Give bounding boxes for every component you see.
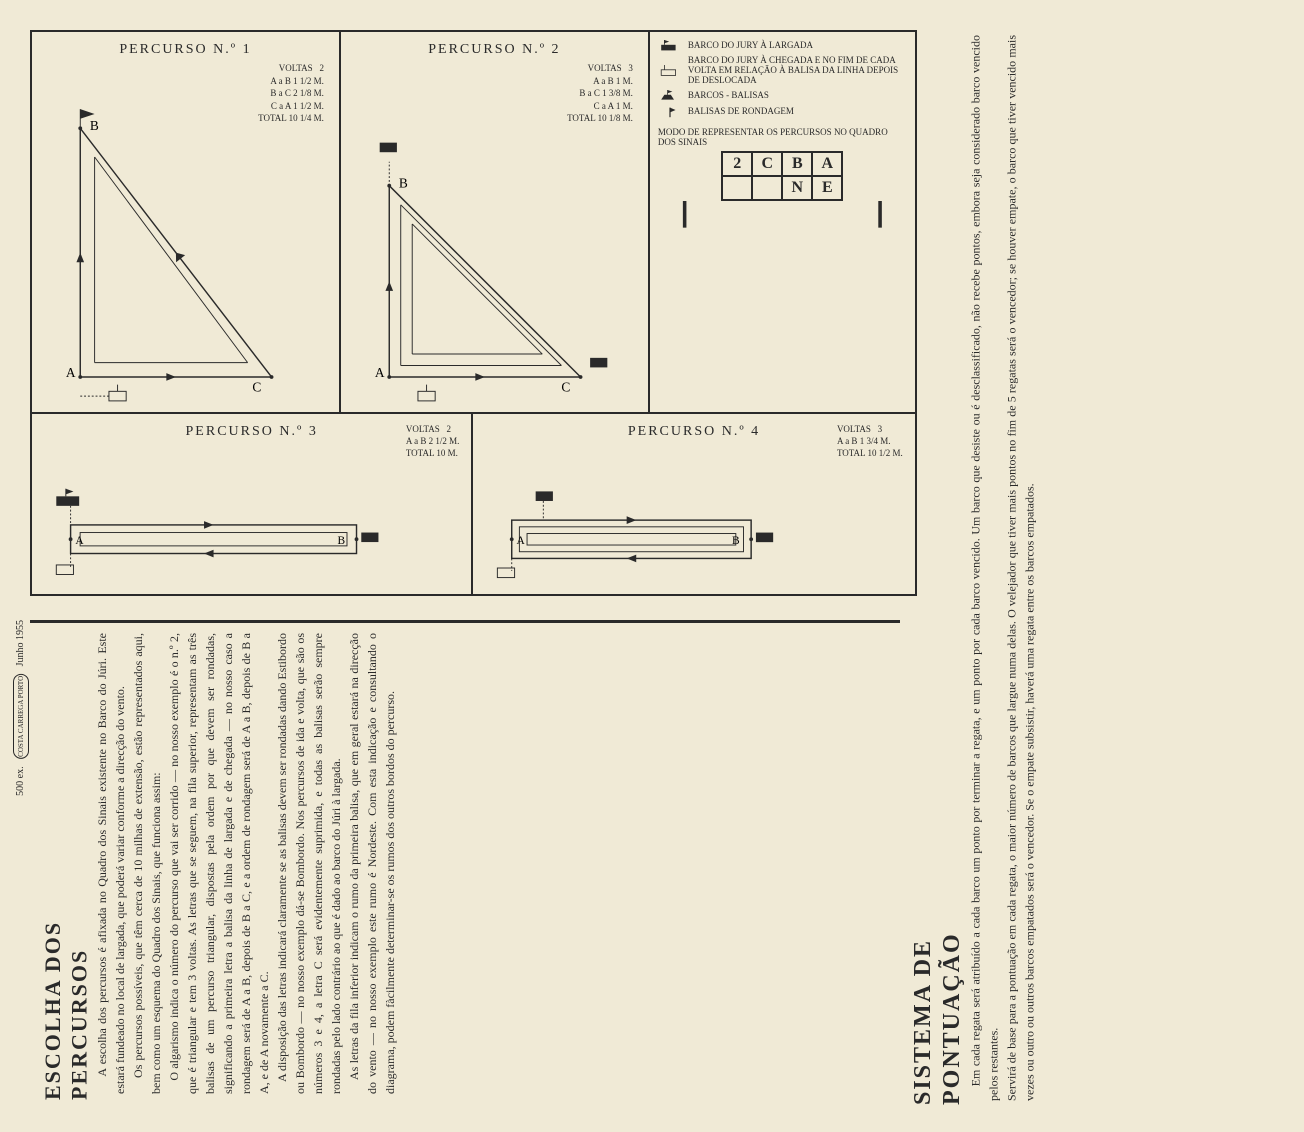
signals-table-legs xyxy=(658,201,907,237)
stats-voltas-val-3: 2 xyxy=(447,424,452,434)
stats-aab-3: A a B 2 1/2 M. xyxy=(406,436,460,448)
escolha-column: ESCOLHA DOS PERCURSOS A escolha dos perc… xyxy=(30,623,409,1110)
boat-jury-finish-icon xyxy=(658,65,682,77)
point-b-label: B xyxy=(90,118,99,133)
stats-total: TOTAL 10 1/4 M. xyxy=(258,112,324,125)
stats-voltas-val: 2 xyxy=(319,63,324,73)
boat-marker-icon xyxy=(658,90,682,102)
legend-text-2: BARCO DO JURY À CHEGADA E NO FIM DE CADA… xyxy=(688,56,907,86)
sistema-title-line2: PONTUAÇÃO xyxy=(938,35,967,1105)
svg-text:B: B xyxy=(399,176,408,191)
signal-cell-3: A xyxy=(812,152,842,176)
signal-cell-0: 2 xyxy=(722,152,752,176)
percurso-2-stats: VOLTAS 3 A a B 1 M. B a C 1 3/8 M. C a A… xyxy=(567,62,633,125)
percurso-1-cell: PERCURSO N.º 1 VOLTAS 2 A a B 1 1/2 M. B… xyxy=(32,32,341,412)
stats-voltas-label-2: VOLTAS xyxy=(588,63,622,73)
print-publisher: COSTA CARREGA PORTO xyxy=(13,674,29,759)
svg-text:A: A xyxy=(75,535,84,547)
legend-cell: BARCO DO JURY À LARGADA BARCO DO JURY À … xyxy=(650,32,915,412)
percurso-3-title: PERCURSO N.º 3 xyxy=(42,424,461,440)
percurso-4-diagram: A B xyxy=(483,445,904,605)
sistema-section: SISTEMA DE PONTUAÇÃO Em cada regata será… xyxy=(904,30,1084,1110)
boat-jury-start-icon xyxy=(658,40,682,52)
point-c-label: C xyxy=(252,379,261,394)
stats-aab-4: A a B 1 3/4 M. xyxy=(837,436,903,448)
stats-total-4: TOTAL 10 1/2 M. xyxy=(837,448,903,460)
stats-voltas-label-4: VOLTAS xyxy=(837,424,871,434)
stats-total-2: TOTAL 10 1/8 M. xyxy=(567,112,633,125)
stats-voltas-label: VOLTAS xyxy=(279,63,313,73)
stats-bac: B a C 2 1/8 M. xyxy=(258,87,324,100)
percurso-1-title: PERCURSO N.º 1 xyxy=(42,42,329,58)
legend-row-3: BARCOS - BALISAS xyxy=(658,90,907,102)
signals-table: 2 C B A N E xyxy=(721,151,843,201)
stats-caa-2: C a A 1 M. xyxy=(567,100,633,113)
sistema-para1: Em cada regata será atribuído a cada bar… xyxy=(967,35,1003,1101)
signals-title: MODO DE REPRESENTAR OS PERCURSOS NO QUAD… xyxy=(658,128,907,148)
legend-text-3: BARCOS - BALISAS xyxy=(688,91,907,101)
percurso-2-cell: PERCURSO N.º 2 VOLTAS 3 A a B 1 M. B a C… xyxy=(341,32,650,412)
percurso-4-cell: PERCURSO N.º 4 VOLTAS 3 A a B 1 3/4 M. T… xyxy=(473,414,914,594)
stats-aab: A a B 1 1/2 M. xyxy=(258,75,324,88)
legend-text-4: BALISAS DE RONDAGEM xyxy=(688,107,907,117)
sistema-title-line1: SISTEMA DE xyxy=(909,35,938,1105)
lower-text-section: ESCOLHA DOS PERCURSOS A escolha dos perc… xyxy=(30,620,900,1110)
escolha-title-line1: ESCOLHA DOS xyxy=(40,633,66,1100)
signal-cell-1: C xyxy=(752,152,782,176)
signal-cell-5: E xyxy=(812,176,842,200)
legend-row-2: BARCO DO JURY À CHEGADA E NO FIM DE CADA… xyxy=(658,56,907,86)
legend-row-1: BARCO DO JURY À LARGADA xyxy=(658,40,907,52)
escolha-para1: A escolha dos percursos é afixada no Qua… xyxy=(95,633,127,1094)
stats-voltas-val-4: 3 xyxy=(878,424,883,434)
percurso-1-stats: VOLTAS 2 A a B 1 1/2 M. B a C 2 1/8 M. C… xyxy=(258,62,324,125)
svg-text:B: B xyxy=(732,535,740,547)
escolha-para4: A disposição das letras indicará clarame… xyxy=(275,633,343,1094)
point-a-label: A xyxy=(66,365,76,380)
escolha-para2: Os percursos possíveis, que têm cerca de… xyxy=(131,633,163,1094)
escolha-title: ESCOLHA DOS PERCURSOS xyxy=(40,633,93,1100)
stats-total-3: TOTAL 10 M. xyxy=(406,448,460,460)
percurso-3-cell: PERCURSO N.º 3 VOLTAS 2 A a B 2 1/2 M. T… xyxy=(32,414,473,594)
svg-text:A: A xyxy=(375,365,385,380)
stats-voltas-val-2: 3 xyxy=(628,63,633,73)
signals-board: MODO DE REPRESENTAR OS PERCURSOS NO QUAD… xyxy=(658,128,907,240)
svg-text:B: B xyxy=(337,535,345,547)
print-date: Junho 1955 xyxy=(15,620,26,666)
sistema-para1-text: Em cada regata será atribuído a cada bar… xyxy=(969,35,1001,1101)
escolha-para3: O algarismo indica o número do percurso … xyxy=(167,633,271,1094)
escolha-para5: As letras da fila inferior indicam o rum… xyxy=(347,633,397,1094)
right-text-columns: SISTEMA DE PONTUAÇÃO Em cada regata será… xyxy=(904,30,1274,1110)
stats-caa: C a A 1 1/2 M. xyxy=(258,100,324,113)
percurso-3-diagram: A B xyxy=(42,445,461,605)
sistema-title: SISTEMA DE PONTUAÇÃO xyxy=(909,35,967,1105)
sistema-para2: Servirá de base para a pontuação em cada… xyxy=(1003,35,1039,1101)
escolha-title-line2: PERCURSOS xyxy=(66,633,92,1100)
stats-voltas-label-3: VOLTAS xyxy=(406,424,440,434)
svg-text:C: C xyxy=(561,379,570,394)
diagrams-section: PERCURSO N.º 1 VOLTAS 2 A a B 1 1/2 M. B… xyxy=(30,30,917,596)
percurso-4-stats: VOLTAS 3 A a B 1 3/4 M. TOTAL 10 1/2 M. xyxy=(837,424,903,459)
legend-row-4: BALISAS DE RONDAGEM xyxy=(658,106,907,118)
print-info: 500 ex. COSTA CARREGA PORTO Junho 1955 xyxy=(15,620,26,796)
print-edition: 500 ex. xyxy=(15,766,26,795)
rounding-marker-icon xyxy=(658,106,682,118)
signal-cell-2: B xyxy=(782,152,812,176)
signal-cell-4: N xyxy=(782,176,812,200)
stats-bac-2: B a C 1 3/8 M. xyxy=(567,87,633,100)
stats-aab-2: A a B 1 M. xyxy=(567,75,633,88)
svg-text:A: A xyxy=(517,535,526,547)
legend-text-1: BARCO DO JURY À LARGADA xyxy=(688,41,907,51)
percurso-3-stats: VOLTAS 2 A a B 2 1/2 M. TOTAL 10 M. xyxy=(406,424,460,459)
percurso-2-title: PERCURSO N.º 2 xyxy=(351,42,638,58)
